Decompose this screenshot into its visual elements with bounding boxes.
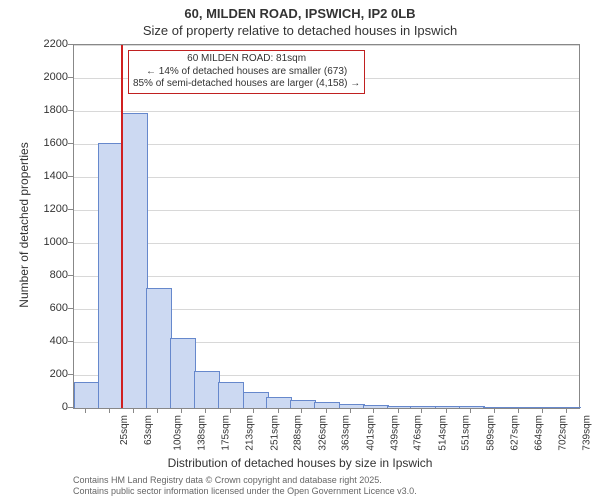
x-tick-label: 363sqm bbox=[341, 415, 352, 451]
x-tick-label: 25sqm bbox=[119, 415, 130, 445]
x-tick-label: 213sqm bbox=[245, 415, 256, 451]
reference-line bbox=[121, 45, 123, 408]
y-tick-label: 1400 bbox=[34, 170, 68, 182]
x-tick-label: 401sqm bbox=[365, 415, 376, 451]
y-tick-label: 600 bbox=[34, 302, 68, 314]
gridline bbox=[74, 276, 579, 277]
y-tick-label: 1600 bbox=[34, 137, 68, 149]
histogram-bar bbox=[290, 400, 316, 408]
x-tick-label: 251sqm bbox=[269, 415, 280, 451]
x-tick-label: 664sqm bbox=[533, 415, 544, 451]
footer-text: Contains HM Land Registry data © Crown c… bbox=[73, 475, 417, 497]
x-tick-label: 63sqm bbox=[143, 415, 154, 445]
chart-title-line2: Size of property relative to detached ho… bbox=[0, 21, 600, 38]
x-axis-label: Distribution of detached houses by size … bbox=[0, 456, 600, 470]
histogram-bar bbox=[555, 407, 581, 408]
x-tick-label: 551sqm bbox=[461, 415, 472, 451]
y-tick-label: 0 bbox=[34, 401, 68, 413]
annotation-box: 60 MILDEN ROAD: 81sqm← 14% of detached h… bbox=[128, 50, 365, 94]
histogram-bar bbox=[483, 407, 509, 408]
histogram-bar bbox=[435, 406, 461, 408]
y-tick-label: 2000 bbox=[34, 71, 68, 83]
gridline bbox=[74, 177, 579, 178]
histogram-bar bbox=[507, 407, 533, 408]
x-tick-label: 138sqm bbox=[197, 415, 208, 451]
y-tick-label: 200 bbox=[34, 368, 68, 380]
annotation-line2: ← 14% of detached houses are smaller (67… bbox=[133, 66, 360, 79]
histogram-bar bbox=[74, 382, 100, 408]
y-tick-label: 400 bbox=[34, 335, 68, 347]
gridline bbox=[74, 210, 579, 211]
histogram-bar bbox=[194, 371, 220, 408]
histogram-bar bbox=[243, 392, 269, 408]
y-tick-label: 1800 bbox=[34, 104, 68, 116]
gridline bbox=[74, 45, 579, 46]
footer-line2: Contains public sector information licen… bbox=[73, 486, 417, 497]
x-tick-label: 589sqm bbox=[485, 415, 496, 451]
x-tick-label: 326sqm bbox=[317, 415, 328, 451]
y-tick-label: 2200 bbox=[34, 38, 68, 50]
x-tick-label: 100sqm bbox=[173, 415, 184, 451]
histogram-bar bbox=[314, 402, 340, 408]
x-tick-label: 514sqm bbox=[437, 415, 448, 451]
histogram-bar bbox=[459, 406, 485, 408]
x-tick-label: 439sqm bbox=[389, 415, 400, 451]
x-tick-label: 627sqm bbox=[510, 415, 521, 451]
histogram-bar bbox=[266, 397, 292, 408]
gridline bbox=[74, 144, 579, 145]
footer-line1: Contains HM Land Registry data © Crown c… bbox=[73, 475, 417, 486]
x-tick-label: 476sqm bbox=[413, 415, 424, 451]
chart-title-line1: 60, MILDEN ROAD, IPSWICH, IP2 0LB bbox=[0, 0, 600, 21]
histogram-bar bbox=[530, 407, 556, 408]
y-tick-label: 1000 bbox=[34, 236, 68, 248]
annotation-line3: 85% of semi-detached houses are larger (… bbox=[133, 78, 360, 91]
x-tick-label: 288sqm bbox=[293, 415, 304, 451]
histogram-bar bbox=[122, 113, 148, 408]
plot-area: 60 MILDEN ROAD: 81sqm← 14% of detached h… bbox=[73, 44, 580, 409]
histogram-bar bbox=[170, 338, 196, 408]
histogram-bar bbox=[387, 406, 413, 408]
x-tick-label: 739sqm bbox=[581, 415, 592, 451]
gridline bbox=[74, 111, 579, 112]
chart-container: 60, MILDEN ROAD, IPSWICH, IP2 0LB Size o… bbox=[0, 0, 600, 500]
annotation-line1: 60 MILDEN ROAD: 81sqm bbox=[133, 53, 360, 66]
histogram-bar bbox=[218, 382, 244, 408]
histogram-bar bbox=[410, 406, 436, 408]
x-tick-label: 702sqm bbox=[557, 415, 568, 451]
y-tick-label: 1200 bbox=[34, 203, 68, 215]
gridline bbox=[74, 243, 579, 244]
y-tick-label: 800 bbox=[34, 269, 68, 281]
histogram-bar bbox=[363, 405, 389, 408]
x-tick-label: 175sqm bbox=[221, 415, 232, 451]
y-axis-label: Number of detached properties bbox=[17, 125, 31, 325]
histogram-bar bbox=[339, 404, 365, 408]
histogram-bar bbox=[146, 288, 172, 408]
